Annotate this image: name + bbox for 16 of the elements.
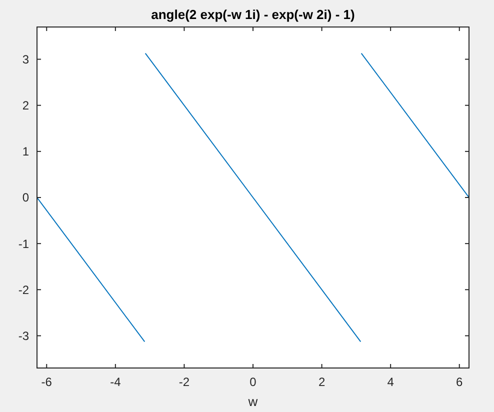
x-tick-label: -6 (41, 375, 52, 389)
y-tick-label: 0 (22, 190, 30, 205)
y-tick-label: 3 (22, 52, 30, 66)
x-tick-label: -4 (110, 375, 122, 389)
chart-title: angle(2 exp(-w 1i) - exp(-w 2i) - 1) (151, 7, 355, 22)
x-tick-label: 0 (250, 375, 257, 389)
x-tick-label: 4 (387, 375, 394, 389)
y-tick-label: -2 (18, 282, 30, 297)
y-tick-label: -3 (18, 328, 30, 343)
x-tick-label: -2 (178, 375, 190, 389)
x-tick-label: 6 (456, 375, 464, 389)
y-tick-label: 1 (22, 144, 30, 159)
x-axis-title: w (247, 394, 258, 409)
x-tick-label: 2 (318, 375, 326, 389)
y-tick-label: 2 (22, 98, 30, 113)
y-tick-label: -1 (18, 236, 30, 251)
